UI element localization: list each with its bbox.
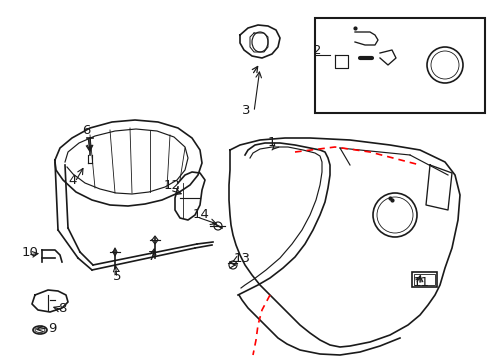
Bar [413,274,434,285]
Text: 14: 14 [193,207,209,220]
Text: 2: 2 [312,44,321,57]
Text: 6: 6 [82,123,90,136]
Text: 9: 9 [48,321,56,334]
Bar [411,272,436,287]
Text: 11: 11 [412,275,429,288]
Text: 3: 3 [242,104,250,117]
Text: 1: 1 [267,135,276,149]
Text: 13: 13 [234,252,250,265]
Bar [314,18,484,113]
Text: 10: 10 [22,246,39,258]
Text: 12: 12 [163,179,181,192]
Text: 4: 4 [68,174,76,186]
Text: 7: 7 [148,251,156,264]
Text: 8: 8 [58,302,66,315]
Text: 5: 5 [113,270,121,283]
